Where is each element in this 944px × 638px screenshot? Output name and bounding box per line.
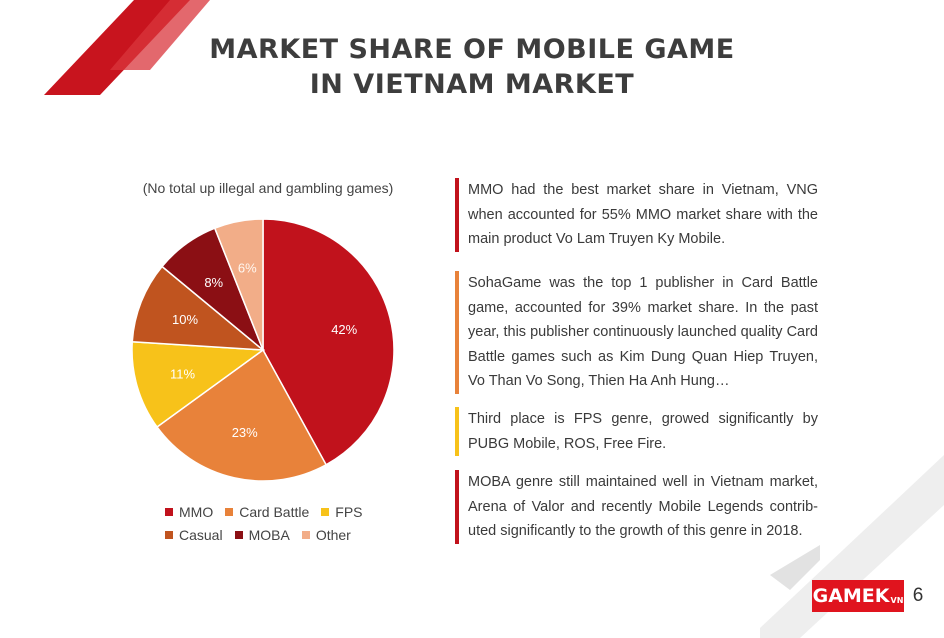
page-title-line1: MARKET SHARE OF MOBILE GAME bbox=[209, 34, 735, 65]
legend-swatch bbox=[321, 507, 330, 516]
pie-chart: 42% 23% 11% 10% 8% 6% bbox=[131, 218, 395, 482]
legend-swatch bbox=[234, 530, 243, 539]
logo-brand: GAMEK VN bbox=[812, 580, 904, 612]
legend-row: Casual MOBA Other bbox=[165, 523, 385, 546]
pie-label-casual: 10% bbox=[172, 312, 198, 327]
legend-label: MMO bbox=[179, 503, 214, 520]
legend-label: Card Battle bbox=[239, 503, 310, 520]
pie-slice-mmo bbox=[262, 218, 395, 466]
paragraph-moba: MOBA genre still maintained well in Viet… bbox=[455, 470, 818, 544]
legend-item-casual: Casual bbox=[165, 527, 223, 543]
legend-swatch bbox=[225, 507, 234, 516]
paragraph-card-battle: SohaGame was the top 1 publisher in Card… bbox=[455, 271, 818, 394]
pie-label-mmo: 42% bbox=[331, 322, 357, 337]
chart-legend: MMO Card Battle FPS Casual MOBA Other bbox=[165, 500, 385, 546]
legend-label: FPS bbox=[335, 503, 363, 520]
legend-swatch bbox=[165, 507, 173, 516]
legend-label: Casual bbox=[179, 526, 223, 543]
pie-slice-casual bbox=[131, 265, 266, 351]
pie-label-other: 6% bbox=[238, 261, 257, 276]
page-number: 6 bbox=[904, 580, 932, 612]
legend-item-mmo: MMO bbox=[165, 504, 213, 520]
gamek-logo: GAMEK VN 6 bbox=[812, 580, 932, 612]
pie-slice-card-battle bbox=[155, 348, 328, 482]
legend-item-moba: MOBA bbox=[234, 526, 290, 543]
page-title-line2: IN VIETNAM MARKET bbox=[309, 69, 635, 100]
paragraph-mmo: MMO had the best market share in Vietnam… bbox=[455, 178, 818, 252]
legend-row: MMO Card Battle FPS bbox=[165, 500, 385, 523]
legend-item-other: Other bbox=[301, 526, 351, 543]
pie-label-moba: 8% bbox=[204, 275, 223, 290]
legend-item-card-battle: Card Battle bbox=[225, 504, 309, 520]
legend-label: Other bbox=[315, 526, 351, 543]
legend-swatch bbox=[165, 530, 173, 539]
legend-label: MOBA bbox=[248, 526, 290, 543]
pie-slice-other bbox=[213, 218, 264, 351]
pie-slice-fps bbox=[131, 340, 266, 429]
paragraph-fps: Third place is FPS genre, growed signifi… bbox=[455, 407, 818, 456]
legend-item-fps: FPS bbox=[321, 503, 363, 520]
legend-swatch bbox=[301, 530, 310, 539]
chart-subtitle: (No total up illegal and gambling games) bbox=[142, 180, 394, 196]
pie-label-fps: 11% bbox=[170, 366, 195, 381]
pie-label-card-battle: 23% bbox=[232, 425, 258, 440]
